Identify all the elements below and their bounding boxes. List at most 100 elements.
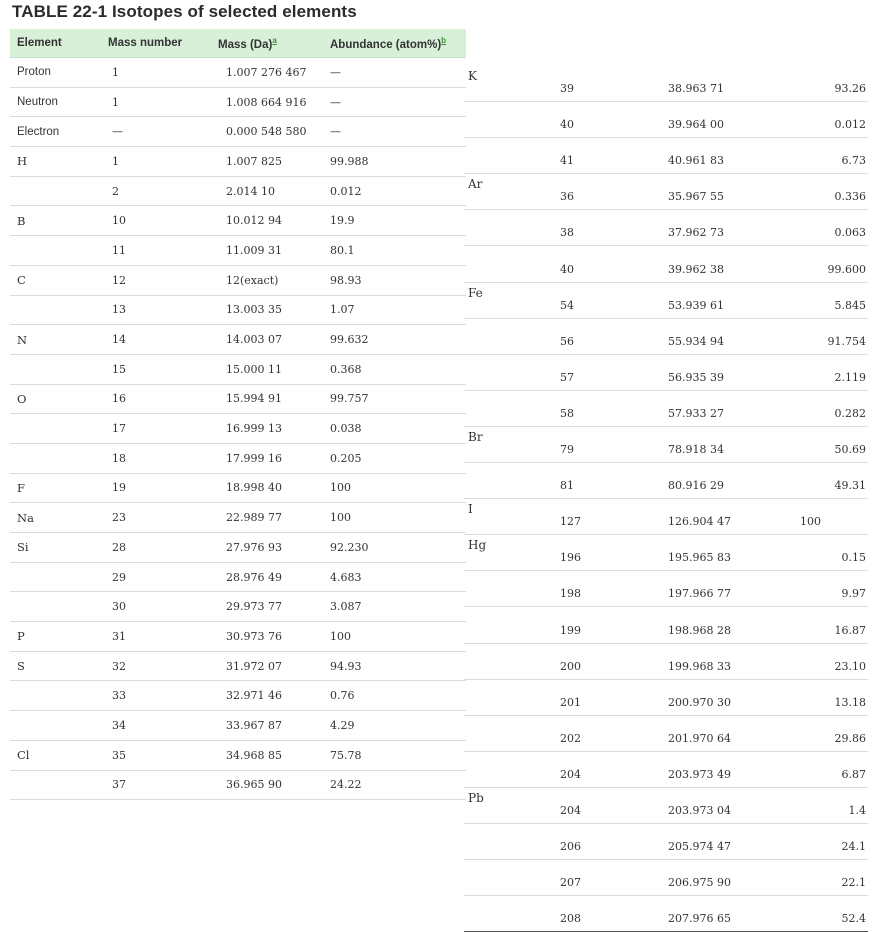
- cell-abundance: 50.69: [768, 426, 868, 464]
- cell-element: [464, 390, 538, 427]
- table-row: 2 2.014 10 0.012: [10, 176, 466, 207]
- table-row: 201 200.970 30 13.18: [464, 679, 868, 716]
- cell-mass: 206.975 90: [628, 859, 768, 897]
- cell-element: [10, 354, 94, 385]
- cell-element: K: [464, 66, 538, 103]
- cell-element: Pb: [464, 787, 538, 824]
- cell-mass-number: 127: [538, 498, 628, 536]
- cell-element: Cl: [10, 740, 94, 771]
- table-row: 200 199.968 33 23.10: [464, 643, 868, 680]
- table-row: Hg 196 195.965 83 0.15: [464, 534, 868, 572]
- cell-element: Hg: [464, 534, 538, 572]
- table-row: 13 13.003 35 1.07: [10, 295, 466, 326]
- table-row: 208 207.976 65 52.4: [464, 895, 868, 932]
- cell-abundance: 29.86: [768, 715, 868, 752]
- cell-abundance: 0.336: [768, 173, 868, 211]
- cell-element: Proton: [10, 57, 94, 88]
- table-row: B 10 10.012 94 19.9: [10, 205, 466, 237]
- cell-mass-number: 29: [94, 562, 202, 593]
- cell-mass: 11.009 31: [202, 235, 326, 266]
- table-row: 29 28.976 49 4.683: [10, 562, 466, 593]
- cell-element: [464, 318, 538, 355]
- table-row: Si 28 27.976 93 92.230: [10, 532, 466, 563]
- cell-abundance: 6.87: [768, 751, 868, 788]
- table-row: 33 32.971 46 0.76: [10, 680, 466, 712]
- cell-mass: 201.970 64: [628, 715, 768, 752]
- cell-mass-number: 54: [538, 282, 628, 319]
- isotope-table-left: Element Mass number Mass (Da)a Abundance…: [10, 29, 466, 801]
- table-row: Ar 36 35.967 55 0.336: [464, 173, 868, 211]
- cell-mass-number: 14: [94, 324, 202, 355]
- cell-mass: 35.967 55: [628, 173, 768, 211]
- cell-abundance: 4.683: [326, 562, 466, 593]
- cell-abundance: 99.632: [326, 324, 466, 355]
- header-mass: Mass (Da)a: [202, 29, 326, 58]
- footnote-link-a[interactable]: a: [272, 35, 277, 45]
- cell-abundance: 99.988: [326, 146, 466, 177]
- cell-mass: 1.008 664 916: [202, 87, 326, 118]
- cell-mass: 22.989 77: [202, 502, 326, 533]
- cell-mass-number: 18: [94, 443, 202, 474]
- cell-abundance: —: [326, 87, 466, 118]
- table-row: N 14 14.003 07 99.632: [10, 324, 466, 355]
- cell-mass: 15.000 11: [202, 354, 326, 385]
- cell-element: [464, 679, 538, 716]
- cell-abundance: 0.038: [326, 413, 466, 444]
- cell-element: Fe: [464, 282, 538, 319]
- table-row: Fe 54 53.939 61 5.845: [464, 282, 868, 319]
- cell-abundance: 100: [768, 498, 868, 536]
- cell-element: [10, 562, 94, 593]
- cell-element: [10, 770, 94, 801]
- cell-mass: 126.904 47: [628, 498, 768, 536]
- cell-element: I: [464, 498, 538, 536]
- cell-mass: 207.976 65: [628, 895, 768, 932]
- cell-mass-number: 57: [538, 354, 628, 391]
- table-row: 41 40.961 83 6.73: [464, 137, 868, 175]
- cell-mass-number: 37: [94, 770, 202, 801]
- cell-mass: 197.966 77: [628, 570, 768, 608]
- cell-mass: 1.007 825: [202, 146, 326, 177]
- cell-mass: 38.963 71: [628, 66, 768, 103]
- table-row: P 31 30.973 76 100: [10, 621, 466, 652]
- cell-abundance: 92.230: [326, 532, 466, 563]
- cell-mass: 13.003 35: [202, 295, 326, 326]
- cell-mass-number: 40: [538, 101, 628, 139]
- cell-abundance: 4.29: [326, 710, 466, 741]
- footnote-link-b[interactable]: b: [441, 35, 447, 45]
- table-row: 206 205.974 47 24.1: [464, 823, 868, 861]
- cell-element: [464, 570, 538, 608]
- cell-mass: 205.974 47: [628, 823, 768, 861]
- cell-abundance: 100: [326, 473, 466, 504]
- cell-mass: 39.962 38: [628, 245, 768, 283]
- cell-mass-number: 81: [538, 462, 628, 500]
- cell-abundance: 2.119: [768, 354, 868, 391]
- table-row: 207 206.975 90 22.1: [464, 859, 868, 897]
- cell-mass-number: 196: [538, 534, 628, 572]
- cell-mass: 57.933 27: [628, 390, 768, 427]
- table-row: Proton 1 1.007 276 467—: [10, 57, 466, 88]
- cell-element: [464, 137, 538, 175]
- cell-element: [464, 859, 538, 897]
- cell-mass-number: 202: [538, 715, 628, 752]
- cell-mass: 195.965 83: [628, 534, 768, 572]
- cell-mass-number: 31: [94, 621, 202, 652]
- header-element: Element: [10, 29, 94, 58]
- cell-mass-number: 1: [94, 87, 202, 118]
- table-caption: Isotopes of selected elements: [111, 2, 357, 21]
- cell-abundance: 1.4: [768, 787, 868, 824]
- table-row: I 127 126.904 47 100: [464, 498, 868, 536]
- cell-element: [464, 643, 538, 680]
- cell-element: N: [10, 324, 94, 355]
- cell-mass: 32.971 46: [202, 680, 326, 712]
- cell-mass: 200.970 30: [628, 679, 768, 716]
- table-row: 56 55.934 94 91.754: [464, 318, 868, 355]
- cell-abundance: 49.31: [768, 462, 868, 500]
- cell-mass-number: 200: [538, 643, 628, 680]
- cell-mass-number: —: [94, 116, 202, 148]
- cell-mass-number: 15: [94, 354, 202, 385]
- table-row: S 32 31.972 07 94.93: [10, 651, 466, 682]
- cell-element: O: [10, 384, 94, 415]
- table-row: Electron —0.000 548 580—: [10, 116, 466, 148]
- cell-element: S: [10, 651, 94, 682]
- cell-mass: 12(exact): [202, 265, 326, 296]
